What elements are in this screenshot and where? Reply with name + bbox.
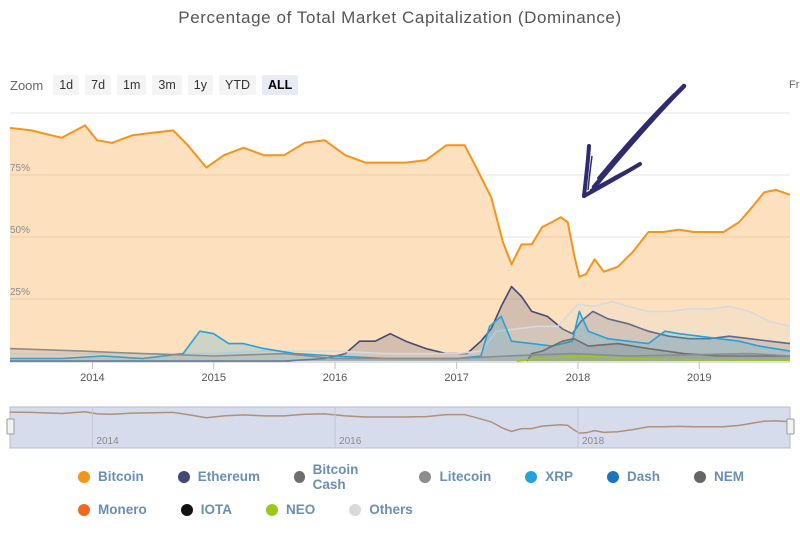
legend-label: Litecoin xyxy=(439,469,492,484)
legend-label: Ethereum xyxy=(197,469,261,484)
navigator[interactable]: 2014 2016 2018 xyxy=(6,406,795,449)
zoom-1m-button[interactable]: 1m xyxy=(117,75,147,95)
legend-marker-icon xyxy=(694,470,706,483)
line-others[interactable] xyxy=(10,300,791,355)
legend: Bitcoin Ethereum Bitcoin Cash Litecoin XRP Da… xyxy=(70,460,770,526)
y-tick-label: 25% xyxy=(10,287,30,298)
legend-item-dash[interactable]: Dash xyxy=(599,469,660,484)
legend-label: Dash xyxy=(626,469,660,484)
legend-item-neo[interactable]: NEO xyxy=(258,502,315,517)
navigator-tick-label: 2016 xyxy=(339,436,362,447)
legend-item-monero[interactable]: Monero xyxy=(70,502,147,517)
legend-item-nem[interactable]: NEM xyxy=(686,469,744,484)
navigator-handle-left[interactable] xyxy=(6,418,15,435)
legend-label: NEO xyxy=(286,502,316,517)
legend-marker-icon xyxy=(525,470,538,483)
page-title: Percentage of Total Market Capitalizatio… xyxy=(178,8,622,27)
legend-marker-icon xyxy=(78,470,90,483)
navigator-series xyxy=(9,411,791,434)
x-tick-label: 2015 xyxy=(201,372,225,384)
legend-label: XRP xyxy=(545,469,573,484)
legend-label: IOTA xyxy=(200,502,232,517)
area-litecoin xyxy=(10,348,790,361)
dominance-chart: 2014 2015 2016 2017 2018 2019 25%50%75% 2014 2… xyxy=(6,83,795,449)
line-xrp[interactable] xyxy=(10,310,791,360)
line-ethereum[interactable] xyxy=(10,285,791,362)
x-tick-label: 2016 xyxy=(323,372,347,384)
line-bitcoin-cash[interactable] xyxy=(526,337,790,362)
legend-item-ethereum[interactable]: Ethereum xyxy=(170,469,260,484)
y-axis: 25% 50% 75% xyxy=(10,163,30,298)
grid-lines xyxy=(10,112,790,300)
x-tick-label: 2019 xyxy=(687,372,711,384)
legend-marker-icon xyxy=(78,503,90,516)
line-litecoin[interactable] xyxy=(9,347,791,360)
zoom-1d-button[interactable]: 1d xyxy=(53,75,80,95)
legend-item-others[interactable]: Others xyxy=(341,502,413,517)
annotation-arrow xyxy=(582,83,687,198)
legend-marker-icon xyxy=(606,470,619,483)
x-tick-label: 2018 xyxy=(566,372,590,384)
navigator-handle-right[interactable] xyxy=(786,418,795,435)
x-tick-label: 2017 xyxy=(444,372,468,384)
legend-marker-icon xyxy=(294,470,305,483)
legend-marker-icon xyxy=(419,470,432,483)
legend-item-bitcoin-cash[interactable]: Bitcoin Cash xyxy=(286,462,385,492)
legend-row: Monero IOTA NEO Others xyxy=(70,493,770,526)
legend-item-litecoin[interactable]: Litecoin xyxy=(411,469,491,484)
legend-marker-icon xyxy=(177,470,190,483)
arrow-shaft xyxy=(591,83,687,190)
legend-marker-icon xyxy=(349,503,362,516)
navigator-tick-label: 2014 xyxy=(96,436,119,447)
zoom-ytd-button[interactable]: YTD xyxy=(219,75,256,95)
x-axis: 2014 2015 2016 2017 2018 2019 xyxy=(10,361,790,384)
legend-item-bitcoin[interactable]: Bitcoin xyxy=(70,469,144,484)
area-bitcoin xyxy=(10,125,790,362)
y-tick-label: 75% xyxy=(10,163,30,174)
legend-label: Others xyxy=(369,502,413,517)
date-from-label: Fr xyxy=(789,79,800,91)
legend-marker-icon xyxy=(266,503,278,516)
line-bitcoin[interactable] xyxy=(9,124,791,278)
area-neo xyxy=(516,356,790,361)
legend-label: Bitcoin xyxy=(98,469,144,484)
zoom-3m-button[interactable]: 3m xyxy=(152,75,182,95)
arrow-head-strokes xyxy=(587,155,637,191)
zoom-label: Zoom xyxy=(10,77,44,93)
arrow-shaft-stroke xyxy=(597,93,675,179)
series-areas xyxy=(9,124,791,362)
arrow-head-left xyxy=(582,144,591,198)
zoom-bar: Zoom 1d 7d 1m 3m 1y YTD ALL xyxy=(10,74,299,96)
legend-item-iota[interactable]: IOTA xyxy=(173,502,232,517)
legend-label: Monero xyxy=(98,502,147,517)
area-bitcoin-cash xyxy=(527,338,790,361)
y-tick-label: 50% xyxy=(10,225,30,236)
legend-item-xrp[interactable]: XRP xyxy=(517,469,573,484)
legend-row: Bitcoin Ethereum Bitcoin Cash Litecoin XRP Da… xyxy=(70,460,770,493)
area-xrp xyxy=(10,311,790,361)
legend-marker-icon xyxy=(180,503,193,516)
navigator-tick-label: 2018 xyxy=(582,436,605,447)
zoom-1y-button[interactable]: 1y xyxy=(187,75,213,95)
line-neo[interactable] xyxy=(516,355,791,362)
legend-label: NEM xyxy=(714,469,744,484)
x-tick-label: 2014 xyxy=(80,372,104,384)
zoom-all-button[interactable]: ALL xyxy=(262,75,299,95)
legend-label: Bitcoin Cash xyxy=(312,461,359,492)
area-ethereum xyxy=(10,286,790,361)
zoom-7d-button[interactable]: 7d xyxy=(85,75,112,95)
